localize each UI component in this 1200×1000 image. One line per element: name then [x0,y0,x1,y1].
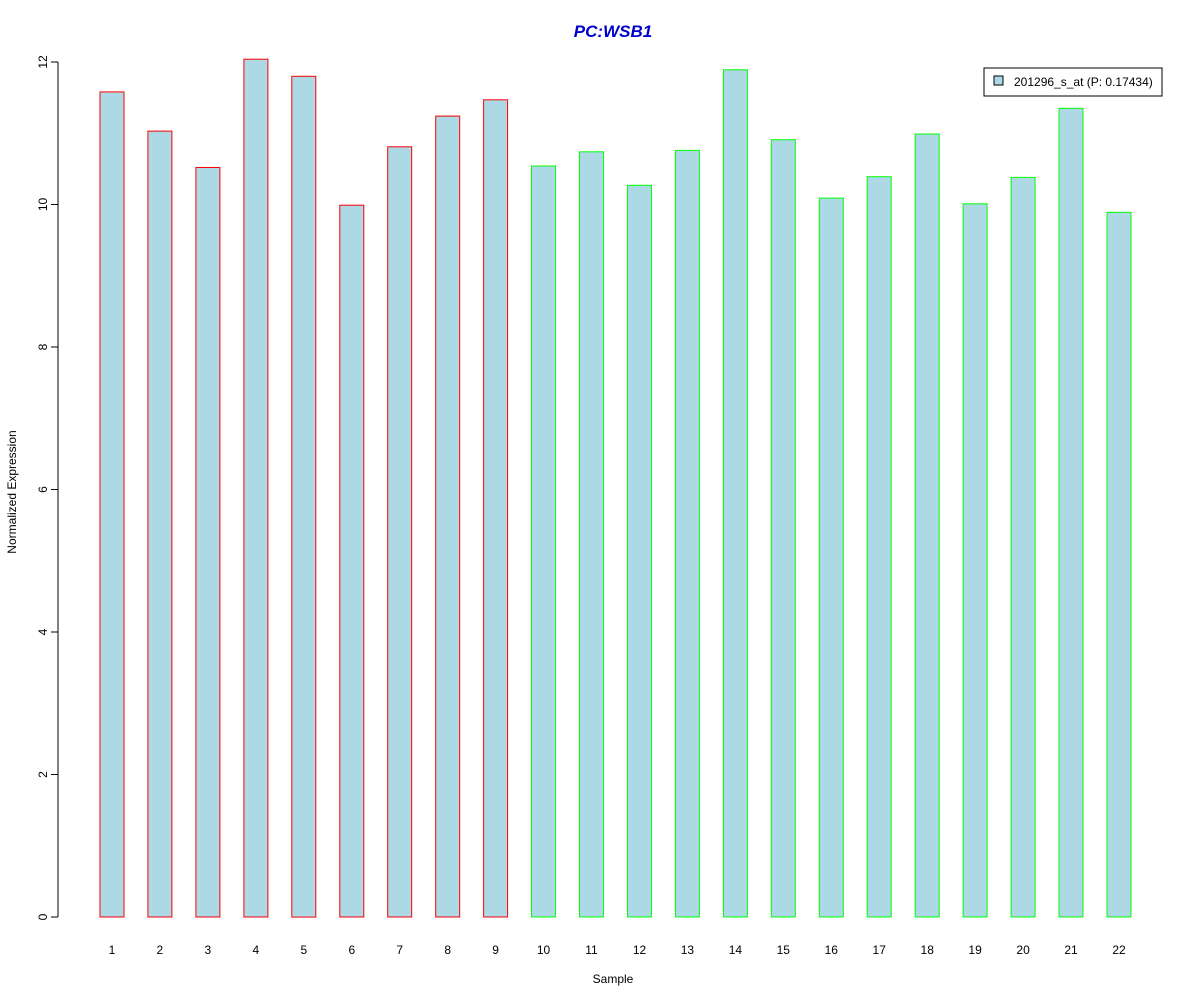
y-tick-label: 6 [36,486,50,493]
x-tick-label: 5 [300,943,307,957]
y-axis-title: Normalized Expression [5,430,19,553]
bar-sample-20 [1010,176,1036,918]
x-tick-label: 3 [205,943,212,957]
bar-sample-14 [722,69,748,918]
y-tick-label: 8 [36,343,50,350]
legend: 201296_s_at (P: 0.17434) [983,67,1163,97]
y-tick-label: 10 [36,198,50,212]
x-tick-label: 16 [825,943,839,957]
x-tick-label: 14 [729,943,743,957]
bar-sample-16 [818,197,844,918]
x-tick-label: 20 [1016,943,1030,957]
bar-sample-10 [531,165,556,918]
bar-sample-4 [243,58,269,918]
legend-label: 201296_s_at (P: 0.17434) [1014,75,1153,89]
x-tick-label: 1 [109,943,116,957]
bar-sample-8 [435,115,461,918]
x-tick-label: 22 [1112,943,1126,957]
x-tick-label: 18 [921,943,935,957]
bar-sample-13 [674,149,700,918]
x-tick-label: 2 [157,943,164,957]
bar-sample-2 [147,130,173,918]
x-tick-label: 4 [253,943,260,957]
x-tick-label: 7 [396,943,403,957]
x-tick-label: 6 [348,943,355,957]
y-tick-label: 2 [36,771,50,778]
x-tick-label: 12 [633,943,647,957]
x-tick-label: 15 [777,943,791,957]
bar-sample-6 [339,204,365,918]
x-tick-label: 9 [492,943,499,957]
bar-sample-21 [1058,107,1084,918]
x-axis-labels: 1 2 3 4 5 6 7 8 9 10 11 12 13 14 15 16 17 18 19 20 21 22 [109,943,1126,957]
x-tick-label: 19 [968,943,982,957]
bar-sample-7 [387,146,413,918]
bar-sample-3 [195,167,221,918]
x-tick-label: 21 [1064,943,1078,957]
x-axis-title: Sample [593,972,634,986]
x-tick-label: 17 [873,943,887,957]
bar-sample-19 [962,203,988,918]
legend-swatch [993,75,1004,86]
y-tick-label: 12 [36,55,50,69]
bar-sample-15 [770,139,796,918]
bar-sample-18 [914,133,940,918]
x-tick-label: 8 [444,943,451,957]
bars-group [99,58,1132,918]
bar-sample-1 [99,91,125,918]
bar-sample-5 [291,75,317,918]
bar-sample-12 [627,184,652,918]
chart-title: PC:WSB1 [574,22,652,41]
x-tick-label: 11 [585,943,598,957]
x-tick-label: 13 [681,943,695,957]
y-tick-label: 4 [36,628,50,635]
bar-sample-11 [579,151,604,918]
legend-box [983,67,1163,97]
y-axis: 0 2 4 6 8 10 12 [36,55,59,920]
x-tick-label: 10 [537,943,551,957]
bar-sample-9 [483,99,509,918]
y-tick-label: 0 [36,913,50,920]
bar-sample-22 [1106,211,1132,918]
bar-sample-17 [866,176,892,918]
